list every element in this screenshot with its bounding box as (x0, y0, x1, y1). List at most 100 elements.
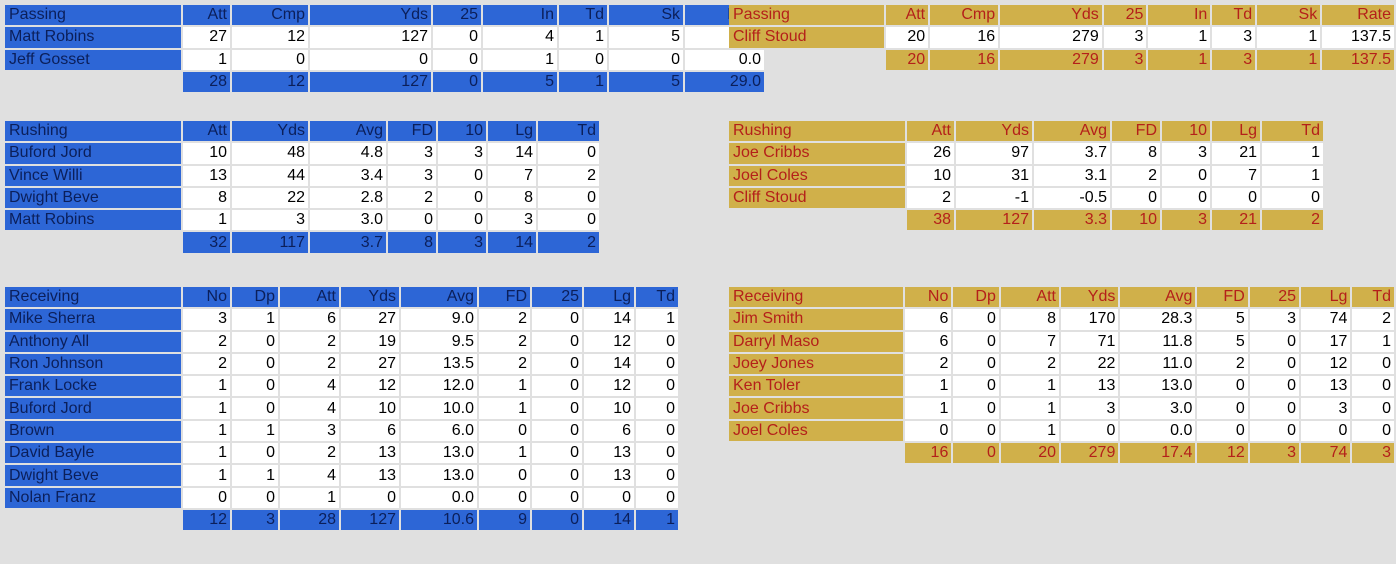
stat-cell: 0 (532, 443, 582, 464)
away-receiving-title: Receiving (5, 287, 181, 308)
stat-cell: 2 (1352, 309, 1394, 330)
column-header: Dp (232, 287, 278, 308)
home-rushing-header-row: Rushing Att Yds Avg FD 10 Lg Td (729, 121, 1323, 142)
total-cell: 38 (907, 210, 954, 231)
column-header: Att (183, 5, 230, 26)
stat-cell: 4 (280, 398, 339, 419)
total-cell: 5 (609, 71, 683, 93)
total-cell: 28 (280, 509, 339, 531)
stat-cell: 1 (1262, 165, 1323, 186)
stat-cell: 11.0 (1120, 353, 1196, 375)
stat-cell: 279 (1000, 27, 1102, 48)
player-name: David Bayle (5, 443, 181, 464)
column-header: Td (636, 287, 678, 308)
player-row: Buford Jord 1 0 4 10 10.0 1 0 10 0 (5, 398, 678, 419)
player-row: Mike Sherra 3 1 6 27 9.0 2 0 14 1 (5, 309, 678, 330)
stat-cell: 1 (636, 309, 678, 330)
stat-cell: 0 (636, 443, 678, 464)
totals-row: 28 12 127 0 5 1 5 29.0 (5, 71, 764, 93)
stat-cell: 13 (1301, 376, 1351, 397)
stat-cell: 3 (1301, 398, 1351, 419)
stat-cell: 0 (559, 49, 607, 70)
player-row: Darryl Maso 6 0 7 71 11.8 5 0 17 1 (729, 331, 1394, 352)
column-header: Yds (1000, 5, 1102, 26)
column-header: No (904, 287, 952, 308)
player-row: Buford Jord 10 48 4.8 3 3 14 0 (5, 143, 599, 164)
total-cell: 12 (183, 509, 230, 531)
player-name: Brown (5, 420, 181, 442)
stat-cell: 0 (1249, 353, 1300, 375)
stat-cell: 8 (1112, 143, 1160, 164)
stat-cell: 10 (341, 398, 399, 419)
stat-cell: 13 (584, 465, 634, 486)
stat-cell: 1 (1262, 143, 1323, 164)
player-row: Jim Smith 6 0 8 170 28.3 5 3 74 2 (729, 309, 1394, 330)
stat-cell: 1 (232, 309, 278, 330)
stat-cell: 2 (280, 331, 339, 352)
stat-cell: 0 (1352, 398, 1394, 419)
player-name: Joe Cribbs (729, 398, 903, 419)
stat-cell: 1 (183, 398, 230, 419)
stat-cell: 0 (433, 27, 481, 48)
stat-cell: 10.0 (401, 398, 477, 419)
stat-cell: 0 (636, 398, 678, 419)
total-cell: 3 (232, 509, 278, 531)
player-name: Buford Jord (5, 398, 181, 419)
stat-cell: 12 (341, 376, 399, 397)
player-row: Dwight Beve 8 22 2.8 2 0 8 0 (5, 187, 599, 209)
stat-cell: 0 (1197, 420, 1248, 442)
column-header: Avg (1120, 287, 1196, 308)
stat-cell: 0 (1212, 187, 1260, 209)
total-cell: 28 (183, 71, 230, 93)
away-receiving-header-row: Receiving No Dp Att Yds Avg FD 25 Lg Td (5, 287, 678, 308)
stat-cell: 74 (1301, 309, 1351, 330)
column-header: Td (538, 121, 599, 142)
stat-cell: 4 (280, 465, 339, 486)
stat-cell: 0.0 (685, 49, 764, 70)
stat-cell: 2 (479, 353, 530, 375)
player-name: Dwight Beve (5, 187, 181, 209)
stat-cell: 2 (538, 165, 599, 186)
stat-cell: 3.0 (310, 210, 386, 231)
stat-cell: 127 (310, 27, 431, 48)
stat-cell: 1 (183, 376, 230, 397)
column-header: FD (1197, 287, 1248, 308)
stat-cell: 0 (953, 420, 999, 442)
stat-cell: 8 (1000, 309, 1059, 330)
stat-cell: 0 (438, 187, 486, 209)
column-header: Td (1352, 287, 1394, 308)
stat-cell: 0 (609, 49, 683, 70)
stat-cell: 3.7 (1034, 143, 1110, 164)
stat-cell: 0 (1249, 331, 1300, 352)
stat-cell: 4 (483, 27, 557, 48)
totals-spacer (5, 510, 181, 530)
stat-cell: 14 (488, 143, 536, 164)
stat-cell: 1 (183, 49, 230, 70)
stat-cell: 0 (232, 398, 278, 419)
player-name: Joel Coles (729, 420, 903, 442)
stat-cell: -1 (956, 187, 1032, 209)
player-row: Ken Toler 1 0 1 13 13.0 0 0 13 0 (729, 376, 1394, 397)
total-cell: 10 (1112, 210, 1160, 231)
totals-spacer (5, 232, 181, 252)
stat-cell: 0 (479, 420, 530, 442)
player-name: Cliff Stoud (729, 27, 884, 48)
total-cell: 5 (483, 71, 557, 93)
stat-cell: 11.8 (1120, 331, 1196, 352)
total-cell: 3 (1352, 443, 1394, 464)
total-cell: 2 (1262, 210, 1323, 231)
player-name: Joe Cribbs (729, 143, 905, 164)
home-rushing-table: Rushing Att Yds Avg FD 10 Lg Td Joe Cribbs 26 97 3.… (727, 119, 1325, 232)
stat-cell: 22 (1060, 353, 1119, 375)
player-row: David Bayle 1 0 2 13 13.0 1 0 13 0 (5, 443, 678, 464)
total-cell: 1 (636, 509, 678, 531)
stat-cell: 0 (636, 331, 678, 352)
total-cell: 1 (1257, 49, 1321, 70)
stat-cell: 6.0 (401, 420, 477, 442)
stat-cell: 6 (904, 331, 952, 352)
stat-cell: 0 (636, 420, 678, 442)
stat-cell: 0 (636, 487, 678, 508)
stat-cell: 19 (341, 331, 399, 352)
player-name: Frank Locke (5, 376, 181, 397)
stat-cell: 71 (1060, 331, 1119, 352)
